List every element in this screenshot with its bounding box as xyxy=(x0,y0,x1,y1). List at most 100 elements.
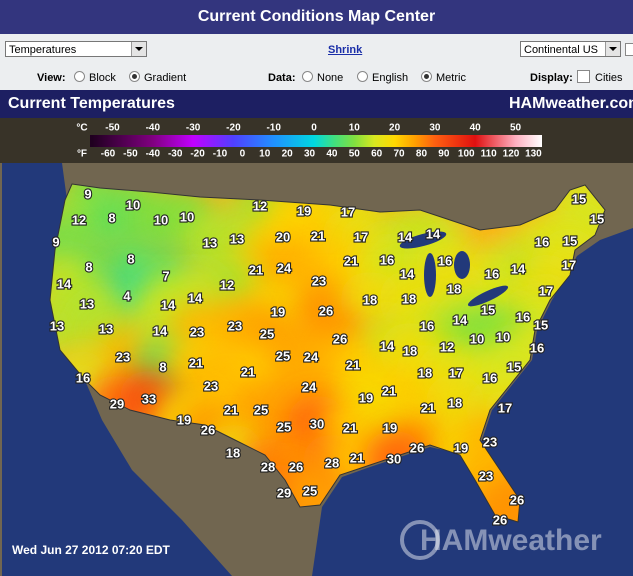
data-none: None xyxy=(317,72,344,84)
reading: 26 xyxy=(410,440,424,455)
reading: 20 xyxy=(276,229,290,244)
reading: 17 xyxy=(341,204,355,219)
reading: 24 xyxy=(304,349,319,364)
radio-metric[interactable] xyxy=(421,71,432,82)
reading: 17 xyxy=(539,283,553,298)
radio-gradient[interactable] xyxy=(129,71,140,82)
reading: 25 xyxy=(254,402,268,417)
fahrenheit-tick: -10 xyxy=(213,149,228,160)
reading: 8 xyxy=(127,251,134,266)
reading: 16 xyxy=(516,309,530,324)
product-select[interactable]: Temperatures xyxy=(5,41,147,57)
fahrenheit-tick: 0 xyxy=(240,149,246,160)
reading: 12 xyxy=(440,339,454,354)
watermark: HAMweather xyxy=(420,524,602,557)
reading: 14 xyxy=(188,290,203,305)
reading: 19 xyxy=(297,203,311,218)
fahrenheit-tick: 110 xyxy=(481,149,498,160)
reading: 18 xyxy=(363,292,377,307)
reading: 23 xyxy=(479,468,493,483)
reading: 15 xyxy=(534,317,548,332)
reading: 17 xyxy=(449,365,463,380)
fahrenheit-tick: -50 xyxy=(123,149,138,160)
fahrenheit-tick: 130 xyxy=(525,149,542,160)
radio-english[interactable] xyxy=(357,71,368,82)
reading: 8 xyxy=(85,259,92,274)
fahrenheit-tick: -20 xyxy=(190,149,205,160)
fahrenheit-tick: 10 xyxy=(259,149,271,160)
reading: 9 xyxy=(52,234,59,249)
map: 9 10 12 8 10 10 12 19 17 15 15 9 13 13 20 21 17 14 14 16 15 8… xyxy=(0,90,633,576)
reading: 21 xyxy=(382,383,396,398)
fahrenheit-tick: 50 xyxy=(349,149,361,160)
reading: 19 xyxy=(454,440,468,455)
reading: 23 xyxy=(116,349,130,364)
reading: 7 xyxy=(162,268,169,283)
reading: 14 xyxy=(398,229,413,244)
celsius-tick: -50 xyxy=(105,123,120,134)
display-label: Display: xyxy=(530,72,573,84)
reading: 30 xyxy=(387,451,401,466)
fahrenheit-tick: 70 xyxy=(394,149,406,160)
checkbox-cities[interactable] xyxy=(577,70,590,83)
celsius-tick: 0 xyxy=(311,123,317,134)
reading: 30 xyxy=(310,416,324,431)
dropdown-arrow xyxy=(131,42,146,56)
brand: HAMweather.com xyxy=(509,95,633,112)
celsius-tick: 50 xyxy=(510,123,522,134)
reading: 16 xyxy=(485,266,499,281)
shrink-link[interactable]: Shrink xyxy=(328,44,363,56)
checkbox[interactable] xyxy=(625,43,633,56)
reading: 14 xyxy=(57,276,72,291)
reading: 21 xyxy=(189,355,203,370)
reading: 23 xyxy=(312,273,326,288)
view-label: View: xyxy=(37,72,66,84)
region-select[interactable]: Continental US xyxy=(520,41,621,57)
reading: 24 xyxy=(277,260,292,275)
fahrenheit-tick: 30 xyxy=(304,149,316,160)
celsius-tick: -10 xyxy=(266,123,281,134)
lake xyxy=(399,231,447,249)
reading: 33 xyxy=(142,391,156,406)
celsius-tick: 20 xyxy=(389,123,401,134)
radio-none[interactable] xyxy=(302,71,313,82)
reading: 18 xyxy=(448,395,462,410)
reading: 17 xyxy=(562,257,576,272)
reading: 28 xyxy=(261,459,275,474)
reading: 24 xyxy=(302,379,317,394)
reading: 26 xyxy=(493,512,507,527)
reading: 8 xyxy=(108,210,115,225)
reading: 15 xyxy=(563,233,577,248)
reading: 15 xyxy=(507,359,521,374)
fahrenheit-tick: -40 xyxy=(146,149,161,160)
reading: 23 xyxy=(483,434,497,449)
lake xyxy=(467,285,509,307)
lake xyxy=(424,253,436,297)
reading: 12 xyxy=(220,277,234,292)
reading: 25 xyxy=(276,348,290,363)
reading: 14 xyxy=(511,261,526,276)
reading: 14 xyxy=(153,323,168,338)
celsius-tick: -30 xyxy=(186,123,201,134)
fahrenheit-tick: 90 xyxy=(438,149,450,160)
reading: 18 xyxy=(402,291,416,306)
reading: 23 xyxy=(204,378,218,393)
reading: 13 xyxy=(50,318,64,333)
celsius-tick: -40 xyxy=(146,123,161,134)
reading: 18 xyxy=(447,281,461,296)
reading: 13 xyxy=(80,296,94,311)
reading: 29 xyxy=(110,396,124,411)
reading: 17 xyxy=(498,400,512,415)
reading: 19 xyxy=(359,390,373,405)
reading: 16 xyxy=(483,370,497,385)
reading: 9 xyxy=(84,186,91,201)
reading: 10 xyxy=(126,197,140,212)
reading: 14 xyxy=(426,226,441,241)
radio-block[interactable] xyxy=(74,71,85,82)
reading: 15 xyxy=(481,302,495,317)
data-label: Data: xyxy=(268,72,296,84)
reading: 16 xyxy=(530,340,544,355)
region-label: Continental US xyxy=(524,44,598,56)
view-gradient: Gradient xyxy=(144,72,187,84)
